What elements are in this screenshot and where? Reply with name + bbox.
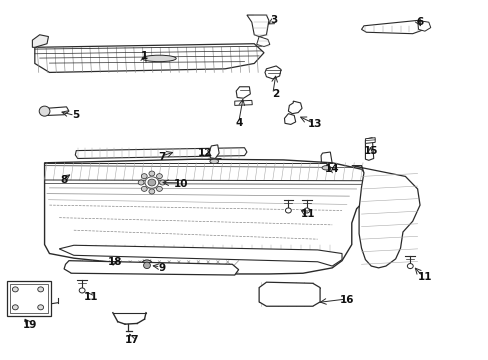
Polygon shape	[246, 15, 268, 37]
Text: 7: 7	[158, 152, 165, 162]
Ellipse shape	[12, 287, 18, 292]
Ellipse shape	[145, 177, 158, 188]
Polygon shape	[75, 148, 246, 158]
Ellipse shape	[38, 305, 43, 310]
Ellipse shape	[39, 106, 50, 116]
Ellipse shape	[141, 174, 147, 179]
Ellipse shape	[285, 208, 291, 213]
Polygon shape	[35, 44, 264, 72]
Ellipse shape	[79, 288, 85, 293]
Text: 13: 13	[307, 120, 322, 129]
Polygon shape	[64, 261, 238, 275]
Text: 1: 1	[141, 51, 148, 61]
Text: 17: 17	[125, 334, 140, 345]
Text: 5: 5	[73, 111, 80, 121]
Text: 11: 11	[417, 272, 431, 282]
Polygon shape	[236, 87, 250, 98]
Polygon shape	[209, 145, 219, 158]
Ellipse shape	[156, 186, 162, 192]
Text: 12: 12	[198, 148, 212, 158]
Polygon shape	[417, 21, 430, 31]
Ellipse shape	[159, 180, 165, 185]
Ellipse shape	[322, 166, 330, 170]
Ellipse shape	[148, 179, 156, 186]
Ellipse shape	[141, 260, 153, 271]
Text: 16: 16	[339, 295, 353, 305]
Text: 8: 8	[61, 175, 67, 185]
Ellipse shape	[304, 208, 309, 213]
Text: 2: 2	[272, 89, 279, 99]
Polygon shape	[321, 152, 331, 166]
Text: 14: 14	[325, 164, 339, 174]
Text: 19: 19	[23, 320, 37, 330]
FancyBboxPatch shape	[6, 281, 51, 316]
Polygon shape	[284, 114, 295, 125]
Polygon shape	[259, 282, 320, 306]
Polygon shape	[361, 21, 424, 34]
Text: 11: 11	[300, 209, 314, 219]
Text: 10: 10	[174, 179, 188, 189]
Ellipse shape	[149, 171, 155, 176]
Polygon shape	[256, 37, 269, 46]
Text: 18: 18	[108, 257, 122, 267]
Polygon shape	[264, 66, 281, 79]
Ellipse shape	[209, 159, 218, 163]
Ellipse shape	[141, 186, 147, 192]
Polygon shape	[32, 35, 48, 47]
Ellipse shape	[149, 189, 155, 194]
Polygon shape	[44, 107, 69, 116]
Polygon shape	[207, 158, 221, 163]
Text: 6: 6	[416, 17, 423, 27]
FancyBboxPatch shape	[10, 284, 47, 314]
Ellipse shape	[142, 55, 176, 62]
Polygon shape	[320, 165, 333, 170]
Text: 9: 9	[158, 263, 165, 273]
Ellipse shape	[138, 180, 144, 185]
Polygon shape	[365, 138, 374, 143]
Ellipse shape	[156, 174, 162, 179]
Polygon shape	[44, 159, 370, 274]
Polygon shape	[59, 245, 341, 266]
Polygon shape	[351, 166, 419, 268]
Text: 15: 15	[363, 146, 378, 156]
Ellipse shape	[38, 287, 43, 292]
Polygon shape	[234, 100, 252, 105]
Polygon shape	[365, 138, 373, 160]
Ellipse shape	[12, 305, 18, 310]
Text: 4: 4	[235, 118, 243, 128]
Text: 3: 3	[269, 15, 277, 26]
Ellipse shape	[407, 264, 412, 269]
Text: 11: 11	[83, 292, 98, 302]
Ellipse shape	[143, 262, 150, 269]
Polygon shape	[288, 101, 302, 114]
